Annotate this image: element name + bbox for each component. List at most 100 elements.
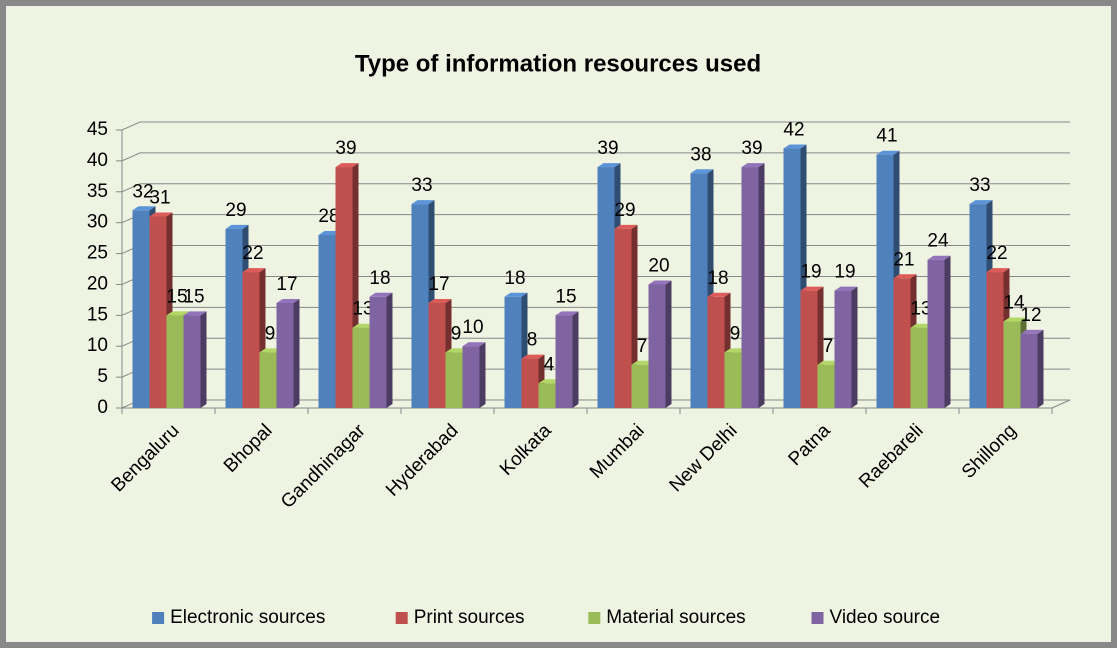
bar	[183, 311, 207, 408]
bar-side	[1037, 329, 1044, 408]
data-label: 39	[741, 138, 762, 159]
bar-front	[411, 204, 429, 408]
bar-front	[876, 154, 894, 408]
bar-side	[944, 255, 951, 408]
bar-front	[428, 302, 446, 408]
bar-front	[724, 352, 742, 408]
data-label: 4	[544, 354, 555, 375]
bar-top	[335, 163, 359, 168]
bar-top	[707, 292, 731, 297]
data-label: 17	[428, 274, 449, 295]
data-label: 15	[555, 286, 576, 307]
legend-swatch	[395, 612, 408, 624]
bar-top	[690, 169, 714, 174]
bar-front	[555, 315, 573, 408]
bar-front	[242, 272, 260, 408]
data-label: 28	[318, 206, 339, 227]
bar-front	[352, 327, 370, 408]
bar-side	[386, 292, 393, 408]
data-label: 22	[986, 243, 1007, 264]
legend-label: Print sources	[414, 607, 525, 628]
data-label: 38	[690, 144, 711, 165]
data-label: 41	[876, 126, 897, 147]
bar	[741, 163, 765, 408]
data-label: 20	[648, 255, 669, 276]
bar-top	[927, 255, 951, 260]
y-tick-label: 0	[97, 397, 108, 418]
bar-front	[225, 228, 243, 408]
bar-front	[690, 173, 708, 408]
bar-front	[817, 364, 835, 408]
data-label: 31	[149, 188, 170, 209]
data-label: 9	[265, 323, 276, 344]
bar-side	[293, 298, 300, 408]
legend-label: Video source	[830, 607, 941, 628]
bar-top	[876, 150, 900, 155]
data-label: 15	[183, 286, 204, 307]
data-label: 9	[451, 323, 462, 344]
bar	[555, 311, 579, 408]
data-label: 33	[969, 175, 990, 196]
bar-front	[800, 290, 818, 408]
data-label: 7	[637, 336, 648, 357]
y-tick-label: 5	[97, 366, 108, 387]
data-label: 10	[462, 317, 483, 338]
bar-front	[318, 235, 336, 408]
bar-side	[572, 311, 579, 408]
y-tick-label: 15	[87, 304, 108, 325]
bar-front	[986, 272, 1004, 408]
bar-front	[276, 302, 294, 408]
data-label: 8	[527, 330, 538, 351]
bar-front	[149, 216, 167, 408]
bar-front	[597, 167, 615, 408]
data-label: 24	[927, 231, 949, 252]
bar-front	[707, 296, 725, 408]
data-label: 7	[823, 336, 834, 357]
bar-top	[521, 354, 545, 359]
data-label: 14	[1003, 293, 1025, 314]
bar-top	[893, 274, 917, 279]
grid-line	[121, 121, 1070, 131]
y-tick-label: 35	[87, 181, 108, 202]
bar-top	[986, 268, 1010, 273]
bar-top	[411, 200, 435, 205]
data-label: 19	[800, 262, 821, 283]
legend-label: Electronic sources	[170, 607, 325, 628]
bar-top	[800, 286, 824, 291]
data-label: 29	[225, 200, 246, 221]
bar-top	[1003, 317, 1027, 322]
bar-top	[166, 311, 190, 316]
data-label: 22	[242, 243, 263, 264]
bar-front	[538, 383, 556, 408]
data-label: 32	[132, 181, 153, 202]
bar	[834, 286, 858, 408]
bar-front	[504, 296, 522, 408]
bar-front	[521, 358, 539, 408]
data-label: 9	[730, 323, 741, 344]
legend-swatch	[811, 612, 824, 624]
data-label: 33	[411, 175, 432, 196]
bar-front	[462, 346, 480, 408]
chart-title: Type of information resources used	[355, 50, 761, 77]
bar-top	[369, 292, 393, 297]
data-label: 18	[707, 268, 728, 289]
data-label: 17	[276, 274, 297, 295]
bar-front	[132, 210, 150, 408]
bar	[1020, 329, 1044, 408]
data-label: 15	[166, 286, 187, 307]
bar-front	[893, 278, 911, 408]
bar-top	[1020, 329, 1044, 334]
bar-top	[648, 280, 672, 285]
bar-top	[969, 200, 993, 205]
bar-top	[555, 311, 579, 316]
data-label: 12	[1020, 305, 1041, 326]
y-tick-label: 30	[87, 212, 108, 233]
data-label: 18	[369, 268, 390, 289]
bar-front	[1020, 333, 1038, 408]
bar	[648, 280, 672, 408]
data-label: 19	[834, 262, 855, 283]
bar-front	[445, 352, 463, 408]
bar-top	[597, 163, 621, 168]
bar-top	[149, 212, 173, 217]
bar-top	[462, 342, 486, 347]
